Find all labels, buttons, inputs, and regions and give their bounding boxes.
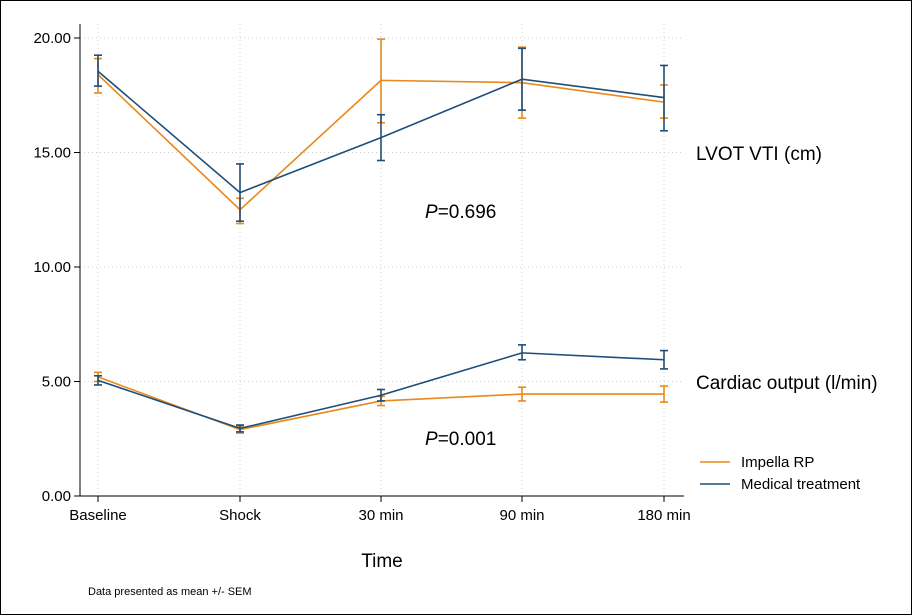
y-tick-label: 15.00: [33, 145, 71, 162]
y-tick-label: 5.00: [42, 374, 71, 391]
x-tick-label: Shock: [219, 507, 261, 524]
axes: [79, 24, 684, 497]
footnote: Data presented as mean +/- SEM: [88, 586, 252, 598]
legend-label-medical: Medical treatment: [741, 476, 861, 493]
tick-labels: 0.00 5.00 10.00 15.00 20.00 Baseline Shock 30 m…: [33, 30, 690, 524]
p-value-lvot: P=0.696: [425, 202, 496, 223]
p-value-lvot-value: =0.696: [438, 202, 497, 223]
legend-label-impella: Impella RP: [741, 454, 814, 471]
p-value-co-value: =0.001: [438, 429, 497, 450]
y-tick-label: 0.00: [42, 488, 71, 505]
p-value-cardiac-output: P=0.001: [425, 429, 496, 450]
y-tick-label: 20.00: [33, 30, 71, 47]
x-axis-title: Time: [361, 551, 403, 572]
y-tick-label: 10.00: [33, 259, 71, 276]
x-tick-label: 180 min: [637, 507, 690, 524]
x-tick-label: 90 min: [499, 507, 544, 524]
x-tick-label: 30 min: [358, 507, 403, 524]
group-label-lvot: LVOT VTI (cm): [696, 144, 822, 165]
p-value-lvot-prefix: P: [425, 202, 438, 223]
series: [94, 38, 668, 434]
group-label-cardiac-output: Cardiac output (l/min): [696, 373, 878, 394]
p-value-co-prefix: P: [425, 429, 438, 450]
x-tick-label: Baseline: [69, 507, 127, 524]
legend: Impella RP Medical treatment: [700, 454, 861, 493]
